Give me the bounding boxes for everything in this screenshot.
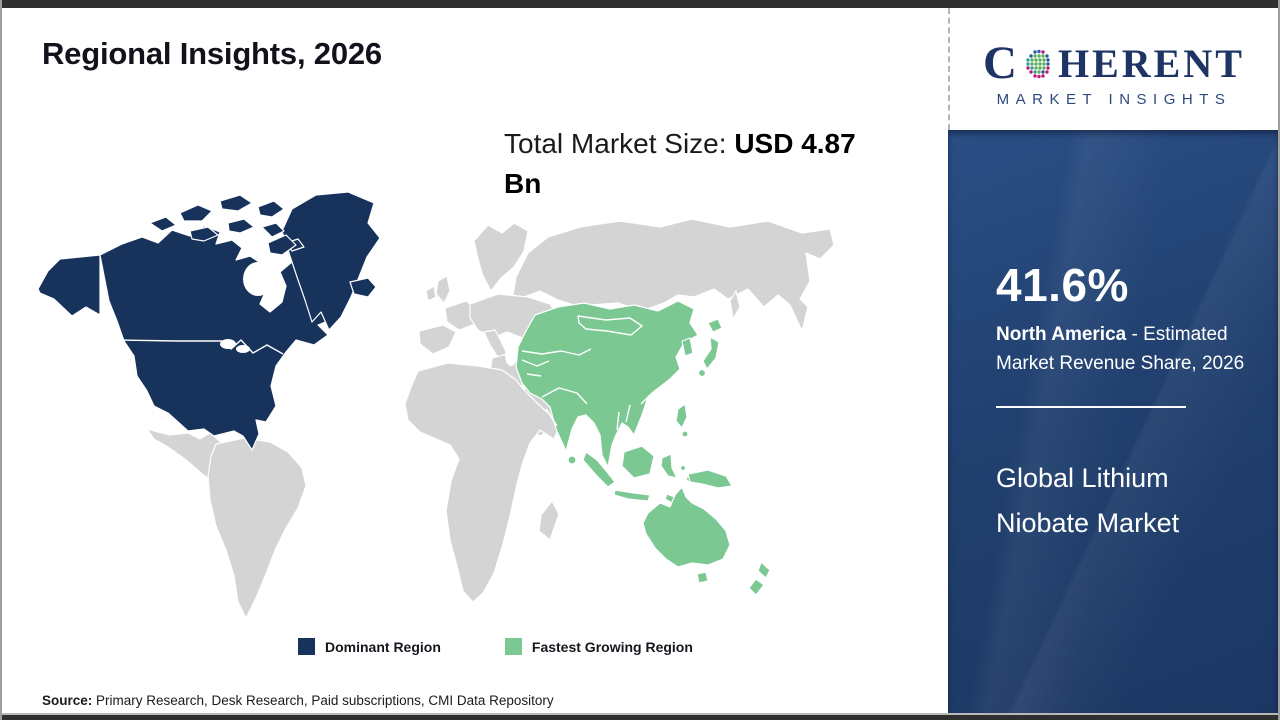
region-africa: [404, 362, 561, 603]
country-japan: [707, 318, 723, 333]
island-java: [613, 489, 651, 502]
market-size-label: Total Market Size:: [504, 128, 735, 159]
arctic-island: [267, 234, 297, 256]
legend-item-dominant: Dominant Region: [298, 638, 441, 655]
highlight-panel: 41.6% North America - Estimated Market R…: [948, 130, 1278, 713]
region-south-america: [207, 437, 307, 619]
country-philippines: [681, 430, 689, 438]
globe-icon: [1026, 49, 1050, 78]
brand-logo: C HERENT MARKET INSIGHTS: [948, 8, 1278, 130]
legend-label: Fastest Growing Region: [531, 638, 693, 655]
country-new-zealand: [748, 578, 765, 596]
country-ireland: [425, 285, 437, 302]
country-uk: [435, 275, 451, 304]
country-australia: [642, 486, 731, 568]
region-iberia: [418, 324, 457, 355]
arctic-island: [149, 216, 177, 232]
country-korea: [681, 337, 694, 357]
divider-line: [996, 406, 1186, 408]
brand-letter-c: C: [983, 37, 1020, 89]
page-title: Regional Insights, 2026: [42, 36, 382, 71]
country-alaska: [37, 254, 101, 317]
hudson-bay: [243, 262, 273, 296]
island-tasmania: [696, 571, 709, 584]
caspian-sea: [505, 344, 517, 366]
world-map: [30, 183, 835, 628]
market-share-description: North America - Estimated Market Revenue…: [996, 320, 1264, 378]
country-sri-lanka: [567, 455, 577, 465]
country-sakhalin: [729, 290, 741, 320]
report-title: Global Lithium Niobate Market: [996, 463, 1180, 538]
arctic-island: [261, 222, 285, 238]
market-share-value: 41.6%: [996, 259, 1129, 311]
market-size-callout: Total Market Size: USD 4.87 Bn: [504, 124, 896, 204]
island-sulawesi: [660, 453, 678, 479]
country-iceland: [349, 277, 377, 298]
country-russia: [511, 218, 835, 332]
map-legend: Dominant Region Fastest Growing Region: [298, 638, 693, 655]
country-new-zealand: [757, 561, 771, 579]
fastest-growing-region-swatch: [504, 638, 522, 655]
brand-subtitle: MARKET INSIGHTS: [996, 91, 1232, 108]
source-text: Primary Research, Desk Research, Paid su…: [92, 693, 554, 708]
island-sumatra: [582, 451, 616, 488]
window-top-edge: [2, 0, 1278, 8]
source-label: Source:: [42, 693, 93, 708]
region-asia-pacific: [505, 300, 771, 596]
region-north-america: [37, 191, 381, 451]
region-asia-mainland: [515, 300, 699, 468]
country-japan: [697, 368, 707, 378]
arctic-island: [257, 200, 285, 218]
window-bottom-edge: [2, 713, 1278, 720]
world-map-svg: [37, 191, 835, 619]
us-canada-border: [116, 339, 284, 355]
arctic-island: [219, 194, 253, 212]
brand-letters-rest: HERENT: [1058, 40, 1245, 86]
sidebar: C HERENT MARKET INSIGHTS 41.6%: [948, 8, 1278, 713]
arctic-island: [179, 204, 213, 222]
great-lake: [220, 339, 236, 349]
source-note: Source: Primary Research, Desk Research,…: [42, 693, 554, 708]
dominant-region-swatch: [298, 638, 315, 655]
arctic-island: [189, 226, 219, 242]
country-new-guinea: [687, 469, 733, 489]
country-philippines: [675, 403, 688, 429]
region-description: - Estimated Market Revenue Share, 2026: [996, 324, 1245, 374]
region-scandinavia: [473, 222, 529, 292]
brand-wordmark: C HERENT: [983, 40, 1245, 87]
arctic-island: [227, 218, 255, 234]
island-moluccas: [679, 464, 687, 472]
legend-item-fastest-growing: Fastest Growing Region: [504, 638, 693, 655]
region-rest-of-world: [146, 218, 835, 619]
legend-label: Dominant Region: [325, 638, 441, 655]
island-borneo: [621, 445, 655, 479]
country-borders: [521, 315, 651, 431]
region-name: North America: [996, 324, 1127, 345]
great-lake: [236, 345, 250, 353]
market-size-value: USD 4.87 Bn: [504, 128, 856, 199]
country-madagascar: [538, 500, 560, 541]
country-japan: [702, 336, 720, 370]
